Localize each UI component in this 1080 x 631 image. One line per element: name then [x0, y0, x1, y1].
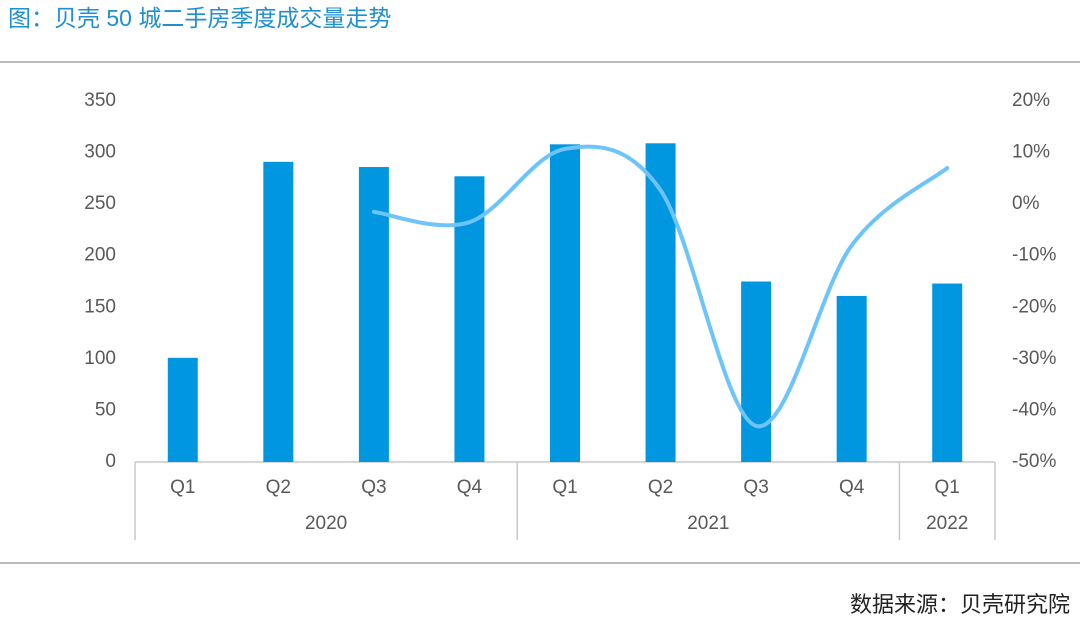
y-tick-label: 350 [84, 90, 116, 111]
chart-title: 图：贝壳 50 城二手房季度成交量走势 [8, 5, 391, 31]
x-tick-label: Q4 [839, 477, 865, 498]
y2-tick-label: -40% [1012, 399, 1056, 420]
line [371, 144, 950, 428]
y-tick-label: 250 [84, 193, 116, 214]
y2-tick-label: -30% [1012, 348, 1056, 369]
y-tick-label: 50 [95, 399, 116, 420]
x-tick-label: Q4 [457, 477, 483, 498]
x-tick-label: Q1 [170, 477, 195, 498]
y2-tick-label: 10% [1012, 142, 1050, 163]
group-label: 2021 [687, 513, 729, 534]
y-tick-label: 0 [105, 451, 116, 472]
y-tick-label: 100 [84, 348, 116, 369]
y2-tick-label: 0% [1012, 193, 1040, 214]
bar [263, 161, 294, 462]
x-tick-label: Q3 [743, 477, 768, 498]
y-tick-label: 150 [84, 296, 116, 317]
group-label: 2020 [305, 513, 347, 534]
bar [358, 167, 389, 463]
y-tick-label: 300 [84, 142, 116, 163]
y-tick-label: 200 [84, 245, 116, 266]
bar [741, 281, 772, 462]
bar [645, 143, 676, 462]
x-tick-label: Q1 [552, 477, 577, 498]
y2-tick-label: -10% [1012, 245, 1056, 266]
x-tick-label: Q2 [648, 477, 673, 498]
bar [836, 295, 867, 462]
bar [550, 144, 580, 462]
bar [932, 283, 963, 462]
y2-tick-label: -50% [1012, 451, 1056, 472]
group-label: 2022 [926, 513, 968, 534]
x-tick-label: Q2 [266, 477, 291, 498]
x-tick-label: Q3 [361, 477, 386, 498]
x-tick-label: Q1 [935, 477, 960, 498]
y2-tick-label: -20% [1012, 296, 1056, 317]
bar [167, 357, 198, 462]
y2-tick-label: 20% [1012, 90, 1050, 111]
source: 数据来源：贝壳研究院 [850, 592, 1070, 617]
